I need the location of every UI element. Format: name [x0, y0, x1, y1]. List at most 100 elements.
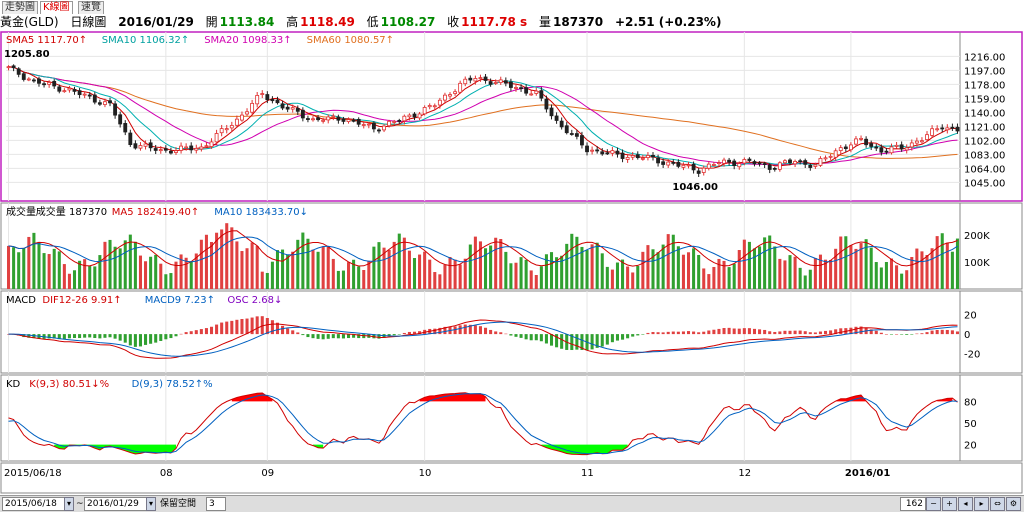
- volume-bar: [763, 237, 767, 289]
- candle-body: [701, 167, 706, 173]
- volume-bar: [57, 251, 61, 289]
- settings-icon[interactable]: ⚙: [1006, 497, 1021, 511]
- volume-bar: [560, 255, 564, 289]
- from-date-select[interactable]: 2015/06/18: [2, 497, 66, 511]
- volume-bar: [265, 272, 269, 289]
- candle-body: [793, 161, 798, 165]
- quote-info-bar: 黃金(GLD) 日線圖 2016/01/29 開 1113.84 高 1118.49…: [0, 13, 1024, 31]
- macd-osc-bar: [301, 334, 305, 336]
- fit-icon[interactable]: ⇔: [990, 497, 1005, 511]
- candle-body: [610, 150, 615, 154]
- macd-osc-bar: [849, 327, 853, 335]
- volume-bar: [585, 250, 589, 289]
- candle-body: [270, 99, 275, 102]
- macd-osc-bar: [138, 334, 142, 347]
- volume-bar: [418, 254, 422, 289]
- candle-body: [590, 149, 595, 152]
- volume-bar: [281, 249, 285, 289]
- reserve-space-input[interactable]: 3: [206, 497, 226, 511]
- panel-frame-macd: [0, 290, 1023, 374]
- macd-tick-label: -20: [964, 350, 980, 361]
- volume-bar: [869, 247, 873, 289]
- macd-osc-bar: [418, 331, 422, 335]
- macd-osc-bar: [676, 331, 680, 335]
- macd-osc-bar: [174, 334, 178, 337]
- candle-body: [884, 150, 889, 153]
- volume-bar: [595, 242, 599, 289]
- high-label: 高: [286, 15, 299, 29]
- volume-bar: [37, 241, 41, 289]
- volume-bar: [154, 254, 158, 289]
- candle-body: [935, 128, 940, 131]
- candle-body: [417, 113, 422, 119]
- volume-bar: [524, 259, 528, 289]
- macd-osc-bar: [123, 334, 127, 343]
- macd-osc-bar: [362, 334, 366, 339]
- candle-body: [661, 161, 666, 165]
- candle-body: [443, 94, 447, 101]
- macd-osc-bar: [808, 332, 812, 335]
- price-tick-label: 1064.00: [964, 164, 1005, 175]
- macd-osc-bar: [438, 327, 442, 335]
- volume-bar: [362, 269, 366, 289]
- macd-osc-bar: [879, 332, 883, 335]
- from-date-dropdown-icon[interactable]: ▾: [64, 497, 74, 511]
- macd-osc-bar: [311, 334, 315, 339]
- macd-osc-bar: [118, 334, 122, 341]
- tab-kline[interactable]: K線圖: [40, 1, 73, 14]
- kline-chart[interactable]: 1205.80 1046.00 1216.00 1197.00 1178.00 1159…: [0, 31, 1024, 495]
- candle-body: [493, 82, 498, 84]
- chart-tabs: 走勢圖 K線圖 速覽: [0, 0, 110, 14]
- candle-body: [762, 163, 767, 165]
- candle-body: [57, 86, 62, 92]
- macd-osc-bar: [286, 328, 290, 335]
- candle-body: [859, 137, 863, 140]
- volume-bar: [920, 251, 924, 289]
- volume-value: 187370: [553, 15, 604, 29]
- zoom-out-icon[interactable]: −: [926, 497, 941, 511]
- candle-body: [808, 164, 813, 168]
- volume-bar: [575, 236, 579, 289]
- macd-osc-bar: [316, 334, 320, 339]
- macd-osc-bar: [727, 327, 731, 335]
- macd-osc-bar: [900, 334, 904, 335]
- macd-osc-bar: [260, 316, 264, 335]
- macd-osc-bar: [570, 334, 574, 351]
- high-value: 1118.49: [300, 15, 355, 29]
- macd-osc-bar: [245, 318, 249, 335]
- candle-body: [290, 107, 295, 110]
- to-date-dropdown-icon[interactable]: ▾: [146, 497, 156, 511]
- candle-body: [737, 163, 742, 168]
- scroll-right-icon[interactable]: ▸: [974, 497, 989, 511]
- candle-body: [488, 81, 493, 85]
- candle-body: [788, 159, 792, 164]
- candle-body: [402, 115, 407, 122]
- volume-tick-label: 100K: [964, 258, 990, 269]
- tab-trend[interactable]: 走勢圖: [2, 1, 38, 14]
- volume-bar: [818, 254, 822, 289]
- candle-body: [37, 78, 41, 84]
- volume-bar: [681, 254, 685, 289]
- volume-legend-item: MA5 182419.40↑: [112, 207, 199, 218]
- tab-overview[interactable]: 速覽: [78, 1, 104, 14]
- macd-osc-bar: [47, 334, 51, 339]
- candle-body: [245, 111, 249, 115]
- candle-body: [427, 105, 432, 108]
- macd-osc-bar: [636, 334, 640, 336]
- zoom-in-icon[interactable]: +: [942, 497, 957, 511]
- to-date-select[interactable]: 2016/01/29: [84, 497, 148, 511]
- volume-bar: [255, 245, 259, 289]
- macd-osc-bar: [549, 334, 554, 346]
- candle-body: [813, 164, 818, 167]
- price-tick-label: 1121.00: [964, 122, 1005, 133]
- macd-legend-item: OSC 2.68↓: [227, 295, 282, 306]
- candle-body: [387, 120, 392, 127]
- price-tick-label: 1140.00: [964, 108, 1005, 119]
- volume-bar: [600, 253, 604, 289]
- macd-osc-bar: [915, 333, 919, 335]
- scroll-left-icon[interactable]: ◂: [958, 497, 973, 511]
- price-tick-label: 1178.00: [964, 80, 1005, 91]
- macd-osc-bar: [27, 334, 31, 338]
- volume-bar: [925, 255, 929, 289]
- candle-body: [377, 129, 381, 132]
